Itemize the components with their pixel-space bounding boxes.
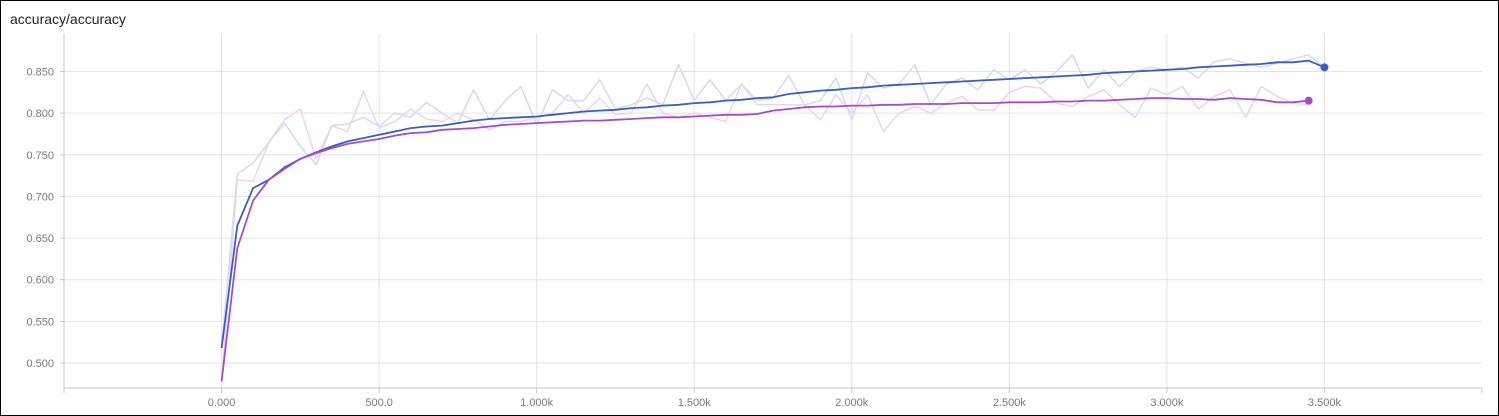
- x-tick-label: 3.500k: [1308, 397, 1342, 409]
- x-tick-label: 0.000: [208, 397, 236, 409]
- y-tick-label: 0.550: [26, 316, 54, 328]
- raw-series-lines: [220, 54, 1325, 382]
- y-tick-label: 0.850: [26, 66, 54, 78]
- y-tick-label: 0.800: [26, 108, 54, 120]
- y-tick-label: 0.600: [26, 275, 54, 287]
- chart-title: accuracy/accuracy: [10, 11, 126, 27]
- y-tick-label: 0.500: [26, 358, 54, 370]
- x-tick-label: 1.500k: [678, 397, 712, 409]
- smoothed-series-lines: [220, 59, 1325, 382]
- smoothed-series-line-0: [220, 59, 1325, 349]
- x-tick-label: 500.0: [365, 397, 393, 409]
- x-tick-label: 3.000k: [1150, 397, 1184, 409]
- y-tick-label: 0.650: [26, 233, 54, 245]
- y-tick-label: 0.750: [26, 150, 54, 162]
- series-end-marker-0: [1320, 63, 1329, 72]
- end-markers: [1304, 63, 1329, 105]
- raw-series-line-1: [220, 83, 1309, 382]
- grid-lines: [64, 34, 1482, 388]
- series-end-marker-1: [1304, 96, 1313, 105]
- x-tick-label: 2.000k: [835, 397, 869, 409]
- x-tick-label: 2.500k: [993, 397, 1027, 409]
- y-tick-label: 0.700: [26, 191, 54, 203]
- axes: [60, 34, 1483, 393]
- x-tick-label: 1.000k: [520, 397, 554, 409]
- smoothed-series-line-1: [220, 97, 1309, 382]
- tick-labels: 0.500 0.550 0.600 0.650 0.700 0.750 0.800 0.850…: [26, 66, 1341, 409]
